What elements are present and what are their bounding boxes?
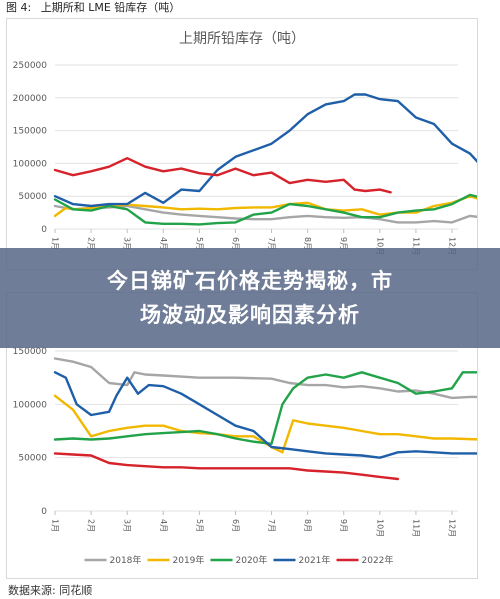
x-tick-label: 9月: [339, 519, 348, 532]
headline-banner: 今日锑矿石价格走势揭秘，市 场波动及影响因素分析: [0, 248, 500, 348]
x-tick-label: 7月: [267, 237, 276, 250]
figure-label: 图 4:: [6, 1, 32, 14]
x-tick-label: 4月: [159, 237, 168, 250]
series-line-3: [53, 193, 483, 226]
chart-svg-2: 0 50000 100000 150000 1月 2月 3月 4月 5月 6月 7月 8月 9月 10月 1…: [13, 347, 483, 566]
legend-label: 2019年: [173, 554, 205, 566]
x-tick-label: 4月: [159, 519, 168, 532]
y-tick-label: 100000: [13, 159, 48, 169]
legend-label: 2021年: [299, 554, 331, 566]
x-tick-label: 5月: [195, 237, 204, 250]
x-tick-label: 8月: [303, 237, 312, 250]
y-tick-label: 150000: [13, 127, 48, 137]
x-tick-label: 1月: [51, 237, 60, 250]
y-tick-label: 150000: [13, 347, 48, 357]
series-line-4: [53, 93, 483, 208]
x-tick-label: 6月: [231, 237, 240, 250]
x-tick-label: 8月: [303, 519, 312, 532]
figure-title: 上期所和 LME 铅库存（吨）: [40, 1, 181, 14]
source-name: 同花顺: [59, 584, 93, 597]
x-tick-label: 6月: [231, 519, 240, 532]
series-line-1: [53, 357, 483, 400]
series-line-4: [53, 371, 483, 459]
headline-line-1: 今日锑矿石价格走势揭秘，市: [107, 269, 393, 293]
series-line-5: [53, 157, 392, 194]
shfe-lead-inventory-chart: 上期所铅库存（吨） 0 50000 100000 150000 200000 250000 1…: [6, 18, 483, 270]
x-tick-label: 3月: [123, 237, 132, 250]
x-tick-label: 7月: [267, 519, 276, 532]
x-tick-label: 3月: [123, 519, 132, 532]
figure-caption: 图 4: 上期所和 LME 铅库存（吨）: [0, 0, 500, 16]
y-tick-label: 250000: [13, 61, 48, 71]
series-line-5: [53, 452, 400, 481]
x-tick-label: 11月: [411, 237, 420, 255]
x-tick-label: 10月: [375, 237, 384, 255]
x-tick-label: 12月: [448, 519, 457, 537]
legend-label: 2022年: [362, 554, 394, 566]
series-line-3: [53, 371, 483, 445]
y-tick-label: 200000: [13, 94, 48, 104]
x-tick-label: 2月: [87, 237, 96, 250]
legend-label: 2018年: [110, 554, 142, 566]
data-source: 数据来源: 同花顺: [8, 582, 92, 598]
source-prefix: 数据来源:: [8, 584, 56, 597]
x-tick-label: 10月: [375, 519, 384, 537]
x-tick-label: 12月: [448, 237, 457, 255]
x-tick-label: 2月: [87, 519, 96, 532]
x-tick-label: 11月: [411, 519, 420, 537]
chart-svg-1: 上期所铅库存（吨） 0 50000 100000 150000 200000 250000 1…: [13, 31, 483, 255]
legend-label: 2020年: [236, 554, 268, 566]
headline-line-2: 场波动及影响因素分析: [140, 303, 360, 327]
y-tick-label: 0: [41, 507, 47, 517]
chart-title: 上期所铅库存（吨）: [179, 31, 305, 47]
y-tick-label: 50000: [18, 192, 47, 202]
y-tick-label: 50000: [18, 454, 47, 464]
y-tick-label: 100000: [13, 400, 48, 410]
x-tick-label: 1月: [51, 519, 60, 532]
x-tick-label: 5月: [195, 519, 204, 532]
y-tick-label: 0: [41, 225, 47, 235]
series-line-1: [53, 204, 483, 224]
x-tick-label: 9月: [339, 237, 348, 250]
